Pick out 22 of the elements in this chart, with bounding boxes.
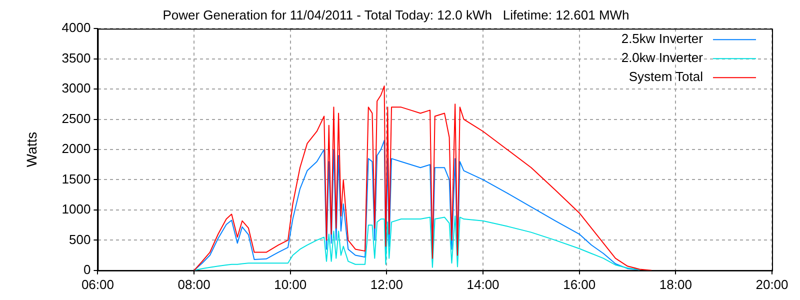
x-tick-label: 10:00 (274, 276, 307, 292)
y-axis-title: Watts (23, 132, 40, 168)
x-tick-label: 14:00 (466, 276, 500, 292)
y-tick-label: 0 (83, 262, 91, 277)
y-tick-label: 3500 (62, 50, 91, 66)
legend-label: 2.0kw Inverter (621, 50, 704, 66)
x-tick-label: 16:00 (563, 276, 596, 292)
legend-label: System Total (628, 69, 704, 84)
y-tick-label: 4000 (62, 20, 91, 36)
x-tick-label: 18:00 (659, 276, 692, 292)
x-tick-label: 12:00 (370, 276, 403, 292)
y-tick-label: 2500 (62, 110, 91, 126)
x-tick-label: 08:00 (178, 276, 210, 292)
chart-title: Power Generation for 11/04/2011 - Total Today: 12.0 kWh Lifetime: 12.601 MWh (162, 7, 630, 22)
y-tick-label: 2000 (62, 141, 91, 156)
y-tick-label: 3000 (62, 80, 91, 96)
y-tick-label: 500 (69, 232, 91, 247)
x-tick-label: 06:00 (81, 276, 114, 292)
x-tick-label: 20:00 (756, 276, 788, 292)
y-tick-label: 1000 (62, 202, 91, 217)
legend-label: 2.5kw Inverter (621, 31, 704, 46)
y-tick-label: 1500 (62, 171, 91, 186)
